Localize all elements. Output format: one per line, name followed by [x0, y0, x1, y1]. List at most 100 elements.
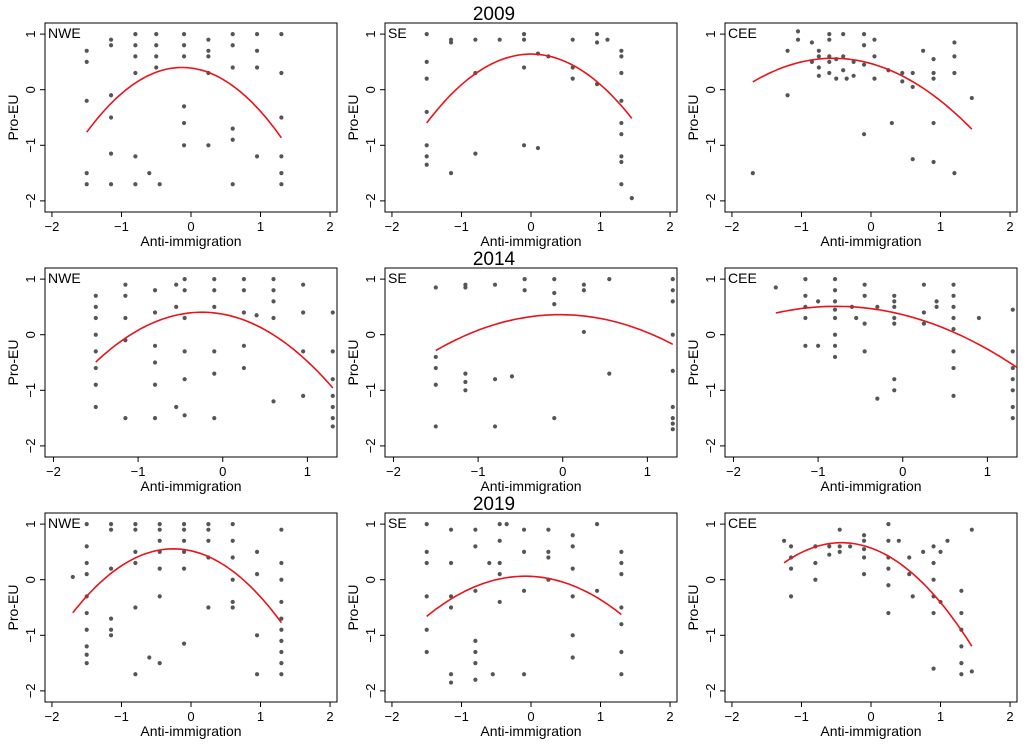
x-tick-label: 0: [527, 709, 534, 724]
data-point: [433, 354, 438, 360]
data-point: [84, 48, 89, 53]
data-point: [174, 404, 179, 410]
y-axis-label: Pro-EU: [5, 585, 21, 631]
data-point: [861, 43, 867, 48]
y-tick-label: 0: [23, 576, 38, 583]
data-point: [816, 65, 821, 70]
data-point: [490, 672, 495, 677]
region-label: NWE: [48, 270, 81, 286]
data-point: [448, 680, 454, 685]
y-axis-label: Pro-EU: [345, 585, 361, 631]
data-point: [448, 560, 454, 566]
data-point: [133, 672, 138, 677]
data-point: [1010, 388, 1015, 393]
data-point: [861, 32, 867, 37]
data-point: [424, 32, 429, 37]
x-tick-label: −2: [46, 464, 61, 479]
data-point: [619, 98, 624, 103]
data-point: [670, 299, 675, 304]
data-point: [851, 73, 856, 78]
data-point: [133, 32, 138, 37]
scatter-plot-2014-cee: CEE −2 −1 0 1 −2 −1 0 1 Anti-immigration Pro-EU: [685, 267, 1018, 494]
y-tick-label: 1: [703, 31, 718, 38]
data-point: [181, 143, 187, 148]
x-tick-label: 2: [1006, 709, 1013, 724]
data-point: [951, 327, 956, 332]
data-point: [581, 282, 586, 287]
data-point: [254, 313, 259, 318]
data-point: [951, 282, 956, 287]
data-point: [832, 288, 838, 293]
y-tick-label: 1: [363, 31, 378, 38]
data-point: [497, 572, 502, 577]
y-tick-label: −1: [703, 628, 718, 643]
data-point: [301, 393, 306, 398]
data-point: [84, 170, 89, 176]
data-point: [157, 182, 162, 187]
data-point: [803, 293, 808, 298]
data-point: [921, 310, 926, 315]
data-point: [497, 599, 502, 605]
data-point: [521, 143, 527, 148]
data-point: [827, 70, 832, 76]
data-point: [279, 660, 284, 666]
data-point: [892, 304, 897, 310]
data-point: [206, 605, 211, 610]
data-point: [271, 288, 276, 293]
data-point: [330, 415, 335, 421]
data-point: [892, 321, 897, 326]
data-point: [931, 76, 936, 81]
data-point: [492, 377, 498, 382]
panel-2014-se: SE −2 −1 0 1 −2 −1 0 1 Anti-immigration Pro-EU: [340, 265, 680, 505]
data-point: [84, 98, 89, 103]
data-point: [931, 610, 936, 616]
region-label: CEE: [728, 270, 757, 286]
data-point: [619, 572, 624, 577]
data-point: [157, 522, 162, 527]
data-point: [230, 599, 235, 605]
data-point: [910, 84, 915, 90]
data-point: [133, 54, 138, 59]
x-tick-label: −2: [45, 219, 60, 234]
data-point: [84, 610, 89, 616]
data-point: [594, 40, 600, 45]
data-point: [921, 549, 926, 555]
plot-frame: [724, 512, 1018, 703]
data-point: [522, 277, 527, 282]
fit-line: [72, 547, 283, 624]
data-point: [108, 522, 114, 527]
x-tick-label: −1: [811, 464, 826, 479]
y-tick-label: −1: [23, 138, 38, 153]
data-point: [182, 315, 187, 321]
data-point: [552, 415, 557, 421]
data-point: [931, 666, 936, 671]
data-point: [279, 182, 284, 187]
data-point: [827, 59, 832, 65]
data-point: [473, 37, 478, 42]
data-point: [872, 37, 877, 42]
data-point: [212, 304, 217, 310]
plot-frame: [44, 512, 338, 703]
data-point: [892, 299, 897, 304]
data-point: [279, 672, 284, 677]
y-tick-label: −2: [23, 193, 38, 208]
data-point: [546, 555, 551, 560]
fit-line: [775, 305, 1018, 369]
x-tick-label: −2: [725, 219, 740, 234]
data-point: [788, 544, 794, 549]
data-point: [521, 672, 527, 677]
x-tick-label: 1: [597, 219, 604, 234]
x-tick-label: 1: [257, 709, 264, 724]
data-point: [152, 310, 158, 315]
data-point: [832, 299, 838, 304]
data-point: [497, 560, 502, 566]
y-tick-label: −1: [23, 628, 38, 643]
y-tick-label: 1: [703, 276, 718, 283]
x-tick-label: 0: [219, 464, 226, 479]
data-point: [670, 404, 675, 410]
data-point: [230, 577, 235, 582]
data-point: [301, 310, 306, 315]
data-point: [181, 54, 187, 59]
data-point: [795, 37, 801, 42]
data-point: [570, 633, 575, 638]
